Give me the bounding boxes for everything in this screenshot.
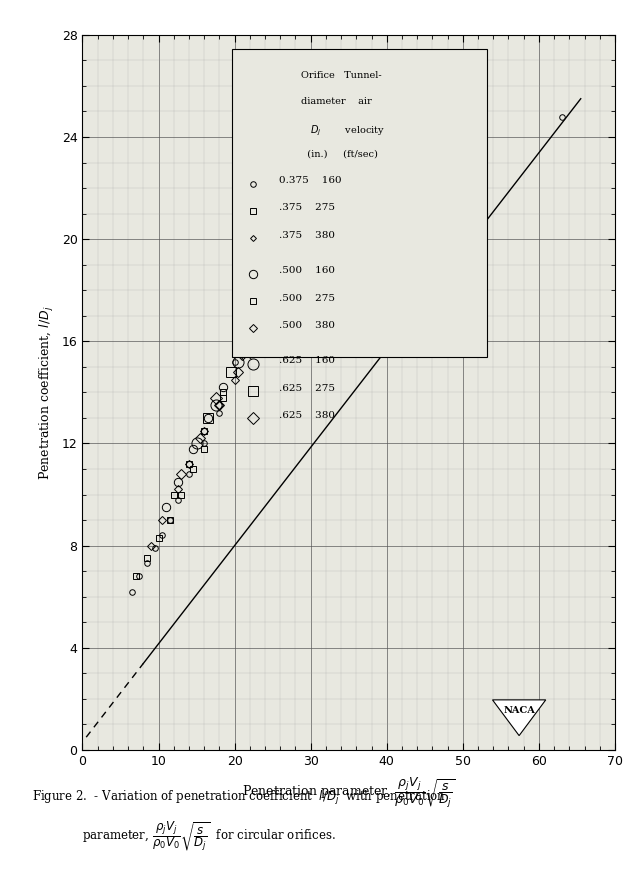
- Text: .625    380: .625 380: [280, 411, 335, 419]
- Text: .625    275: .625 275: [280, 384, 335, 392]
- Text: parameter, $\dfrac{\rho_j V_j}{\rho_0 V_0}\sqrt{\dfrac{s}{D_j}}$  for circular o: parameter, $\dfrac{\rho_j V_j}{\rho_0 V_…: [82, 820, 336, 854]
- Text: $D_j$        velocity: $D_j$ velocity: [301, 124, 385, 138]
- Polygon shape: [493, 700, 546, 736]
- Text: NACA: NACA: [503, 706, 535, 715]
- Text: .375    275: .375 275: [280, 203, 335, 213]
- Text: .500    380: .500 380: [280, 321, 335, 330]
- Text: .625    160: .625 160: [280, 357, 335, 365]
- FancyBboxPatch shape: [231, 49, 487, 357]
- Text: Orifice   Tunnel-: Orifice Tunnel-: [301, 71, 382, 79]
- Text: .500    275: .500 275: [280, 294, 335, 303]
- Text: .500    160: .500 160: [280, 266, 335, 276]
- Text: (in.)     (ft/sec): (in.) (ft/sec): [301, 150, 378, 159]
- Y-axis label: Penetration coefficient, $l/D_j$: Penetration coefficient, $l/D_j$: [38, 305, 56, 480]
- Text: .375    380: .375 380: [280, 230, 335, 240]
- Text: Figure 2.  - Variation of penetration coefficient  $l/D_j$  with penetration: Figure 2. - Variation of penetration coe…: [32, 789, 446, 807]
- Text: diameter    air: diameter air: [301, 97, 372, 106]
- X-axis label: Penetration parameter, $\dfrac{\rho_j V_j}{\rho_0 V_0}\sqrt{\dfrac{s}{D_j}}$: Penetration parameter, $\dfrac{\rho_j V_…: [242, 776, 456, 810]
- Text: 0.375    160: 0.375 160: [280, 176, 342, 185]
